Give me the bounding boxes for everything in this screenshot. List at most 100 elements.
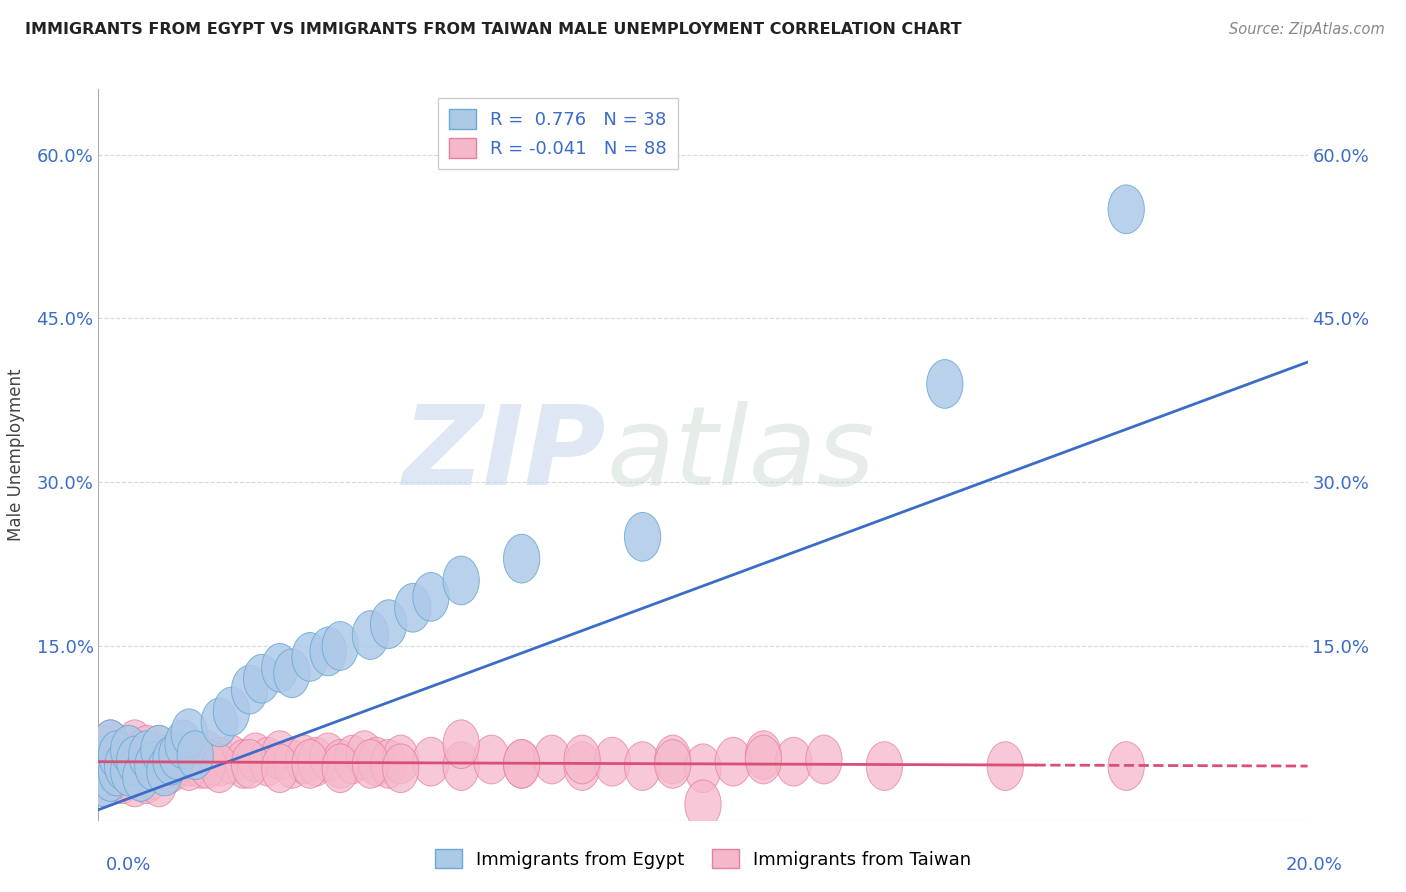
Ellipse shape (86, 758, 122, 806)
Ellipse shape (104, 741, 141, 790)
Ellipse shape (503, 534, 540, 583)
Ellipse shape (413, 738, 449, 786)
Ellipse shape (153, 736, 190, 785)
Ellipse shape (359, 738, 395, 786)
Ellipse shape (238, 733, 274, 781)
Ellipse shape (309, 627, 346, 676)
Ellipse shape (141, 725, 177, 774)
Ellipse shape (172, 709, 207, 757)
Ellipse shape (141, 739, 177, 787)
Ellipse shape (413, 573, 449, 621)
Ellipse shape (322, 622, 359, 670)
Ellipse shape (335, 735, 371, 784)
Text: IMMIGRANTS FROM EGYPT VS IMMIGRANTS FROM TAIWAN MALE UNEMPLOYMENT CORRELATION CH: IMMIGRANTS FROM EGYPT VS IMMIGRANTS FROM… (25, 22, 962, 37)
Ellipse shape (122, 744, 159, 793)
Ellipse shape (382, 744, 419, 793)
Ellipse shape (298, 738, 335, 786)
Ellipse shape (104, 755, 141, 804)
Ellipse shape (443, 556, 479, 605)
Ellipse shape (111, 725, 146, 774)
Ellipse shape (503, 739, 540, 789)
Ellipse shape (285, 735, 322, 784)
Ellipse shape (165, 731, 201, 780)
Ellipse shape (262, 744, 298, 793)
Ellipse shape (86, 725, 122, 774)
Ellipse shape (141, 758, 177, 806)
Ellipse shape (172, 738, 207, 786)
Ellipse shape (564, 741, 600, 790)
Ellipse shape (111, 725, 146, 774)
Ellipse shape (188, 739, 225, 789)
Ellipse shape (93, 753, 129, 801)
Ellipse shape (93, 753, 129, 801)
Ellipse shape (655, 735, 690, 784)
Ellipse shape (564, 735, 600, 784)
Ellipse shape (534, 735, 569, 784)
Ellipse shape (382, 735, 419, 784)
Ellipse shape (806, 735, 842, 784)
Ellipse shape (86, 753, 122, 801)
Ellipse shape (117, 736, 153, 785)
Ellipse shape (98, 731, 135, 780)
Ellipse shape (443, 741, 479, 790)
Ellipse shape (1108, 741, 1144, 790)
Ellipse shape (1108, 185, 1144, 234)
Ellipse shape (595, 738, 630, 786)
Ellipse shape (111, 747, 146, 796)
Ellipse shape (93, 736, 129, 785)
Ellipse shape (927, 359, 963, 409)
Ellipse shape (183, 739, 219, 789)
Ellipse shape (111, 750, 146, 799)
Text: 0.0%: 0.0% (105, 855, 150, 873)
Ellipse shape (232, 665, 267, 714)
Ellipse shape (274, 648, 311, 698)
Ellipse shape (104, 753, 141, 801)
Ellipse shape (262, 643, 298, 692)
Legend: R =  0.776   N = 38, R = -0.041   N = 88: R = 0.776 N = 38, R = -0.041 N = 88 (439, 98, 678, 169)
Ellipse shape (346, 731, 382, 780)
Ellipse shape (117, 736, 153, 785)
Text: ZIP: ZIP (402, 401, 606, 508)
Ellipse shape (655, 739, 690, 789)
Ellipse shape (122, 731, 159, 780)
Ellipse shape (135, 741, 172, 790)
Ellipse shape (262, 731, 298, 780)
Ellipse shape (292, 632, 328, 681)
Ellipse shape (685, 744, 721, 793)
Ellipse shape (866, 741, 903, 790)
Ellipse shape (111, 741, 146, 790)
Ellipse shape (353, 739, 388, 789)
Ellipse shape (474, 735, 509, 784)
Ellipse shape (98, 741, 135, 790)
Ellipse shape (624, 741, 661, 790)
Ellipse shape (177, 731, 214, 780)
Ellipse shape (243, 655, 280, 703)
Ellipse shape (716, 738, 751, 786)
Ellipse shape (745, 735, 782, 784)
Ellipse shape (745, 731, 782, 780)
Ellipse shape (201, 698, 238, 747)
Ellipse shape (250, 738, 285, 786)
Ellipse shape (201, 744, 238, 793)
Ellipse shape (188, 731, 225, 780)
Ellipse shape (201, 738, 238, 786)
Text: atlas: atlas (606, 401, 875, 508)
Ellipse shape (503, 739, 540, 789)
Ellipse shape (214, 735, 250, 784)
Ellipse shape (159, 739, 195, 789)
Ellipse shape (98, 747, 135, 796)
Ellipse shape (177, 735, 214, 784)
Ellipse shape (153, 744, 190, 793)
Ellipse shape (353, 611, 388, 659)
Ellipse shape (135, 750, 172, 799)
Ellipse shape (371, 599, 406, 648)
Ellipse shape (371, 739, 406, 789)
Ellipse shape (117, 758, 153, 806)
Ellipse shape (443, 720, 479, 769)
Ellipse shape (86, 736, 122, 785)
Text: Source: ZipAtlas.com: Source: ZipAtlas.com (1229, 22, 1385, 37)
Ellipse shape (685, 780, 721, 829)
Legend: Immigrants from Egypt, Immigrants from Taiwan: Immigrants from Egypt, Immigrants from T… (427, 841, 979, 876)
Ellipse shape (104, 736, 141, 785)
Text: 20.0%: 20.0% (1286, 855, 1343, 873)
